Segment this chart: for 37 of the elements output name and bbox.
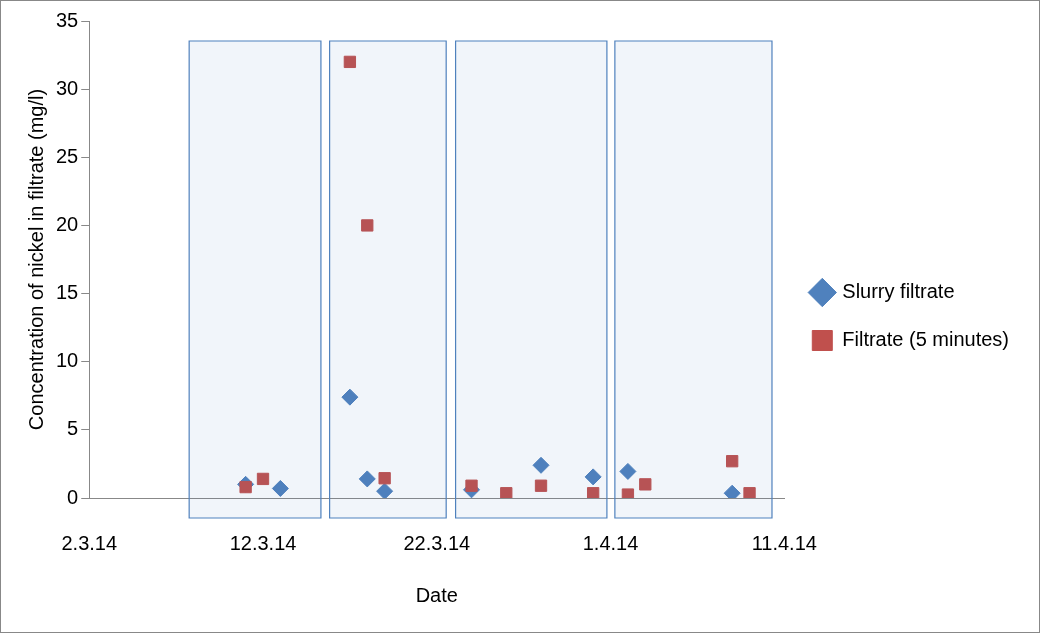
x-tick-label: 2.3.14: [61, 531, 118, 554]
point: [343, 55, 357, 69]
legend-label: Slurry filtrate: [842, 280, 955, 303]
point: [271, 479, 289, 497]
point: [358, 470, 376, 488]
y-tick-label: 0: [67, 485, 79, 508]
point: [532, 456, 550, 474]
point: [726, 455, 739, 468]
y-tick-label: 30: [56, 76, 79, 99]
point: [639, 478, 652, 491]
point: [239, 480, 252, 494]
y-axis-title: Concentration of nickel in filtrate (mg/l): [24, 88, 47, 431]
legend-label: Filtrate (5 minutes): [842, 328, 1010, 351]
x-tick-label: 1.4.14: [582, 531, 639, 554]
point: [361, 219, 374, 232]
x-tick-label: 22.3.14: [403, 531, 471, 554]
point: [743, 487, 756, 498]
point: [534, 479, 548, 492]
point: [621, 488, 635, 498]
y-tick-label: 20: [56, 212, 79, 235]
x-tick-label: 11.4.14: [751, 531, 817, 554]
point: [619, 462, 637, 480]
point: [587, 487, 600, 498]
point: [584, 468, 602, 486]
point: [376, 482, 394, 498]
y-tick-label: 5: [67, 417, 79, 440]
point: [500, 487, 513, 498]
y-tick-label: 15: [56, 281, 79, 304]
point: [341, 388, 359, 406]
x-tick-label: 12.3.14: [229, 531, 297, 554]
y-tick-label: 25: [56, 144, 79, 167]
y-tick-label: 35: [56, 8, 79, 31]
point: [256, 472, 270, 486]
x-axis-title: Date: [415, 583, 458, 606]
y-tick-label: 10: [56, 349, 79, 372]
point: [378, 472, 391, 485]
point: [465, 479, 478, 492]
